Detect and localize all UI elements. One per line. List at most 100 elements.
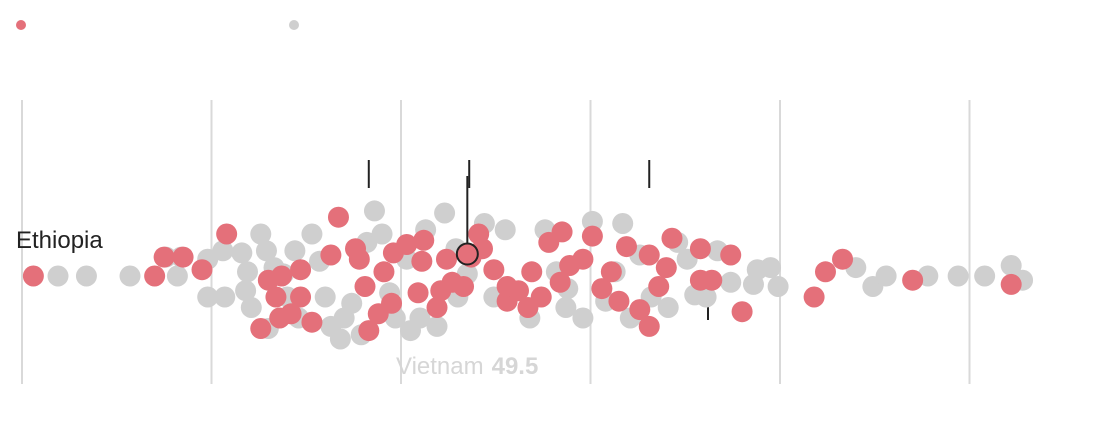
data-point-others-73[interactable] (875, 265, 897, 287)
data-point-others-66[interactable] (720, 271, 742, 293)
data-point-highlighted-40[interactable] (507, 280, 529, 302)
data-point-highlighted-52[interactable] (608, 290, 630, 312)
highlight-point[interactable] (455, 242, 479, 266)
data-point-others-28[interactable] (341, 292, 363, 314)
data-point-highlighted-4[interactable] (191, 259, 213, 281)
data-point-highlighted-55[interactable] (638, 315, 660, 337)
labels: Ethiopia Vietnam 49.5 (16, 227, 538, 380)
data-point-others-15[interactable] (255, 240, 277, 262)
data-point-others-4[interactable] (166, 265, 188, 287)
data-point-highlighted-19[interactable] (358, 320, 380, 342)
data-point-highlighted-56[interactable] (638, 244, 660, 266)
data-point-highlighted-26[interactable] (407, 282, 429, 304)
data-point-others-0[interactable] (47, 265, 69, 287)
data-point-others-56[interactable] (612, 213, 634, 234)
data-point-highlighted-21[interactable] (354, 276, 376, 297)
legend-swatch-others (289, 20, 299, 30)
data-point-highlighted-57[interactable] (648, 276, 670, 297)
data-point-highlighted-63[interactable] (720, 244, 742, 266)
data-point-highlighted-22[interactable] (381, 292, 403, 314)
data-point-others-22[interactable] (301, 223, 323, 245)
data-point-highlighted-64[interactable] (731, 301, 753, 323)
data-point-highlighted-5[interactable] (216, 223, 238, 245)
data-point-others-31[interactable] (363, 200, 385, 222)
data-point-others-60[interactable] (657, 297, 679, 318)
data-point-others-64[interactable] (695, 286, 717, 308)
data-point-others-13[interactable] (240, 297, 262, 318)
data-point-highlighted-28[interactable] (411, 250, 433, 272)
data-point-others-77[interactable] (1000, 255, 1022, 276)
data-point-others-14[interactable] (250, 223, 272, 245)
data-point-highlighted-29[interactable] (426, 297, 448, 318)
data-point-highlighted-13[interactable] (301, 311, 323, 333)
data-point-highlighted-58[interactable] (655, 257, 677, 279)
data-point-highlighted-67[interactable] (832, 248, 854, 270)
data-point-highlighted-51[interactable] (600, 261, 622, 283)
legend-item-highlighted[interactable] (16, 20, 32, 30)
data-point-highlighted-9[interactable] (271, 265, 293, 287)
data-point-others-20[interactable] (284, 240, 306, 262)
data-point-others-39[interactable] (426, 315, 448, 337)
data-point-others-1[interactable] (75, 265, 97, 287)
data-point-highlighted-27[interactable] (413, 229, 435, 251)
data-point-others-10[interactable] (231, 242, 253, 264)
data-point-highlighted-15[interactable] (320, 244, 342, 266)
data-point-others-70[interactable] (767, 276, 789, 297)
data-point-highlighted-23[interactable] (373, 261, 395, 283)
data-point-highlighted-1[interactable] (144, 265, 166, 287)
data-point-others-9[interactable] (214, 286, 236, 308)
data-point-others-24[interactable] (314, 286, 336, 308)
data-point-highlighted-47[interactable] (551, 221, 573, 243)
data-point-others-75[interactable] (947, 265, 969, 287)
data-point-highlighted-59[interactable] (661, 227, 683, 249)
data-point-highlighted-53[interactable] (616, 236, 638, 258)
data-point-others-37[interactable] (409, 307, 431, 329)
data-point-highlighted-17[interactable] (327, 206, 349, 228)
data-point-others-46[interactable] (494, 219, 516, 241)
data-point-others-50[interactable] (555, 297, 577, 318)
data-point-highlighted-33[interactable] (453, 276, 475, 297)
data-point-others-52[interactable] (572, 307, 594, 329)
data-point-highlighted-50[interactable] (591, 278, 613, 300)
data-point-highlighted-42[interactable] (521, 261, 543, 283)
data-point-highlighted-68[interactable] (902, 269, 924, 291)
legend (0, 0, 1120, 60)
data-point-highlighted-10[interactable] (265, 286, 287, 308)
data-point-highlighted-0[interactable] (22, 265, 44, 287)
data-point-highlighted-18[interactable] (348, 248, 370, 270)
data-point-others-76[interactable] (974, 265, 996, 287)
data-point-others-8[interactable] (212, 240, 234, 262)
legend-item-others[interactable] (289, 20, 305, 30)
data-point-others-69[interactable] (760, 257, 782, 279)
data-point-others-26[interactable] (329, 328, 351, 350)
data-point-highlighted-66[interactable] (814, 261, 836, 283)
data-point-highlighted-45[interactable] (549, 271, 571, 293)
data-point-highlighted-25[interactable] (396, 234, 418, 255)
data-point-others-40[interactable] (434, 202, 456, 224)
data-point-highlighted-54[interactable] (629, 299, 651, 321)
data-point-highlighted-49[interactable] (581, 225, 603, 247)
data-point-others-32[interactable] (371, 223, 393, 245)
data-point-highlighted-3[interactable] (172, 246, 194, 268)
data-point-highlighted-62[interactable] (701, 269, 723, 291)
data-point-highlighted-43[interactable] (530, 286, 552, 308)
data-point-highlighted-11[interactable] (290, 286, 312, 308)
data-point-highlighted-37[interactable] (483, 259, 505, 281)
data-point-highlighted-12[interactable] (280, 303, 302, 325)
data-point-highlighted-69[interactable] (1000, 273, 1022, 295)
data-point-highlighted-2[interactable] (153, 246, 175, 268)
data-points (22, 176, 1034, 350)
data-point-highlighted-61[interactable] (689, 238, 711, 260)
data-point-others-53[interactable] (581, 210, 603, 232)
data-point-highlighted-14[interactable] (290, 259, 312, 281)
data-point-others-12[interactable] (235, 280, 257, 302)
data-point-highlighted-6[interactable] (250, 318, 272, 339)
data-point-highlighted-31[interactable] (435, 248, 457, 270)
annotation-ethiopia-label: Ethiopia (16, 227, 103, 254)
data-point-highlighted-48[interactable] (572, 248, 594, 270)
data-point-others-6[interactable] (197, 286, 219, 308)
data-point-highlighted-65[interactable] (803, 286, 825, 308)
data-point-others-11[interactable] (237, 261, 259, 283)
data-point-others-2[interactable] (119, 265, 141, 287)
